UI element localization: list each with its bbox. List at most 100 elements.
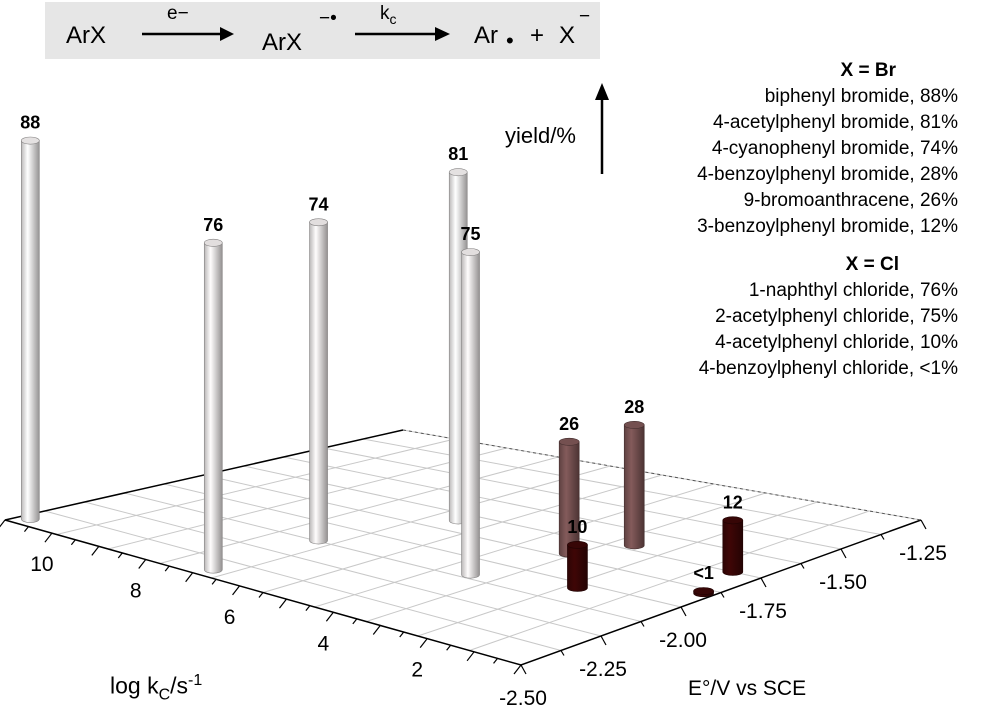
y-axis-label: E°/V vs SCE xyxy=(688,677,807,700)
grid-line xyxy=(44,510,562,651)
y-axis-tick-label: -2.50 xyxy=(499,687,547,710)
bar-value-label: 81 xyxy=(448,144,468,164)
scheme-plus: + xyxy=(530,22,545,49)
bar-value-label: <1 xyxy=(693,563,714,583)
floor-back-edge xyxy=(402,429,922,521)
scheme-reactant: ArX xyxy=(66,22,107,49)
x-axis-tick xyxy=(305,605,311,612)
x-axis-tick xyxy=(258,592,264,598)
bar-top xyxy=(461,248,480,256)
bar xyxy=(623,424,645,550)
scheme-product1: Ar xyxy=(474,22,498,49)
legend-item: 4-benzoylphenyl bromide, 28% xyxy=(697,164,958,185)
y-axis-tick-label: -2.00 xyxy=(659,629,707,652)
x-axis-tick xyxy=(372,625,381,635)
legend-item: 2-acetylphenyl chloride, 75% xyxy=(715,306,958,327)
yield-up-arrow xyxy=(595,83,609,174)
x-axis-tick-label: 8 xyxy=(130,580,142,603)
legend-item: 9-bromoanthracene, 26% xyxy=(743,190,958,211)
bar xyxy=(21,140,40,523)
grid-line xyxy=(243,465,762,579)
x-axis-tick xyxy=(232,585,241,596)
bar xyxy=(203,242,223,574)
x-axis-tick xyxy=(446,644,452,651)
legend-item: 1-naphthyl chloride, 76% xyxy=(748,280,958,301)
x-axis-tick-label: 6 xyxy=(224,606,236,629)
bar-value-label: 88 xyxy=(20,113,40,133)
bar-top xyxy=(21,136,40,145)
bar-value-label: 75 xyxy=(461,224,481,244)
x-axis-tick xyxy=(399,631,405,638)
z-axis-label: yield/% xyxy=(505,123,576,148)
x-axis-tick xyxy=(325,611,334,622)
x-axis-tick xyxy=(352,618,358,625)
scheme-product2: X xyxy=(559,22,576,49)
scheme-arrow2 xyxy=(355,27,450,41)
scheme-product2-charge: − xyxy=(579,6,591,27)
y-axis-tick xyxy=(840,548,847,559)
bar-top xyxy=(203,238,223,247)
grid-line xyxy=(363,438,882,535)
y-axis-tick xyxy=(640,621,645,627)
y-axis-tick xyxy=(920,519,927,530)
y-axis-tick-label: -1.50 xyxy=(819,571,867,594)
scheme-intermediate-charge: −• xyxy=(319,8,337,29)
x-axis-tick xyxy=(493,658,499,664)
legend-item: 4-acetylphenyl chloride, 10% xyxy=(715,332,958,353)
bar-value-label: 28 xyxy=(624,397,644,417)
legend-item: 4-cyanophenyl bromide, 74% xyxy=(711,138,958,159)
x-axis-tick xyxy=(91,545,100,556)
scheme-intermediate: ArX xyxy=(262,29,303,56)
grid-line xyxy=(164,483,682,608)
legend-item: 3-benzoylphenyl bromide, 12% xyxy=(697,216,958,237)
bar-top xyxy=(722,516,744,525)
bar xyxy=(722,519,744,576)
x-axis-tick xyxy=(138,559,147,569)
x-axis-tick xyxy=(70,539,76,546)
scheme-arrow1-label: e− xyxy=(167,3,189,24)
x-axis-tick xyxy=(44,532,53,543)
x-axis-tick-label: 4 xyxy=(318,632,330,655)
bar-value-label: 74 xyxy=(309,194,329,214)
bar-top xyxy=(623,421,645,429)
y-axis-tick-label: -1.75 xyxy=(739,600,787,623)
legend-item: 4-acetylphenyl bromide, 81% xyxy=(712,112,958,133)
y-axis-tick xyxy=(520,664,527,675)
grid-line xyxy=(84,501,602,637)
x-axis-tick xyxy=(513,664,522,675)
bar-value-label: 10 xyxy=(567,517,587,537)
y-axis-tick xyxy=(760,577,767,588)
bar-top xyxy=(567,540,588,549)
bar-top xyxy=(558,437,580,446)
legend-item: biphenyl bromide, 88% xyxy=(764,86,958,107)
x-axis-tick xyxy=(185,572,194,583)
y-axis-tick xyxy=(800,563,805,569)
bar-value-label: 26 xyxy=(559,414,579,434)
bar-top xyxy=(309,218,328,227)
grid-line xyxy=(283,456,802,564)
legend-cl-header: X = Cl xyxy=(845,254,899,275)
y-axis-tick xyxy=(680,606,687,617)
y-axis-tick-label: -2.25 xyxy=(579,658,627,681)
y-axis-tick xyxy=(560,650,565,656)
scheme-radical-dot: • xyxy=(506,28,514,53)
legend-br-header: X = Br xyxy=(840,60,896,81)
y-axis-tick xyxy=(600,635,607,646)
x-axis-tick xyxy=(466,651,475,662)
x-axis-tick xyxy=(23,526,29,532)
x-axis-tick xyxy=(278,598,287,609)
x-axis-tick-label: 10 xyxy=(30,553,53,576)
bar-top xyxy=(693,587,714,595)
x-axis-tick xyxy=(117,552,123,559)
scheme-arrow1 xyxy=(142,27,234,41)
bar-value-label: 76 xyxy=(203,215,223,235)
x-axis-tick xyxy=(0,519,6,528)
bar xyxy=(461,251,480,579)
x-axis-label: log kC/s-1 xyxy=(110,672,203,704)
y-axis-tick xyxy=(720,592,725,598)
bar xyxy=(309,221,328,545)
bar-top xyxy=(448,168,468,177)
x-axis-tick xyxy=(419,638,428,649)
y-axis-tick-label: -1.25 xyxy=(899,542,947,565)
